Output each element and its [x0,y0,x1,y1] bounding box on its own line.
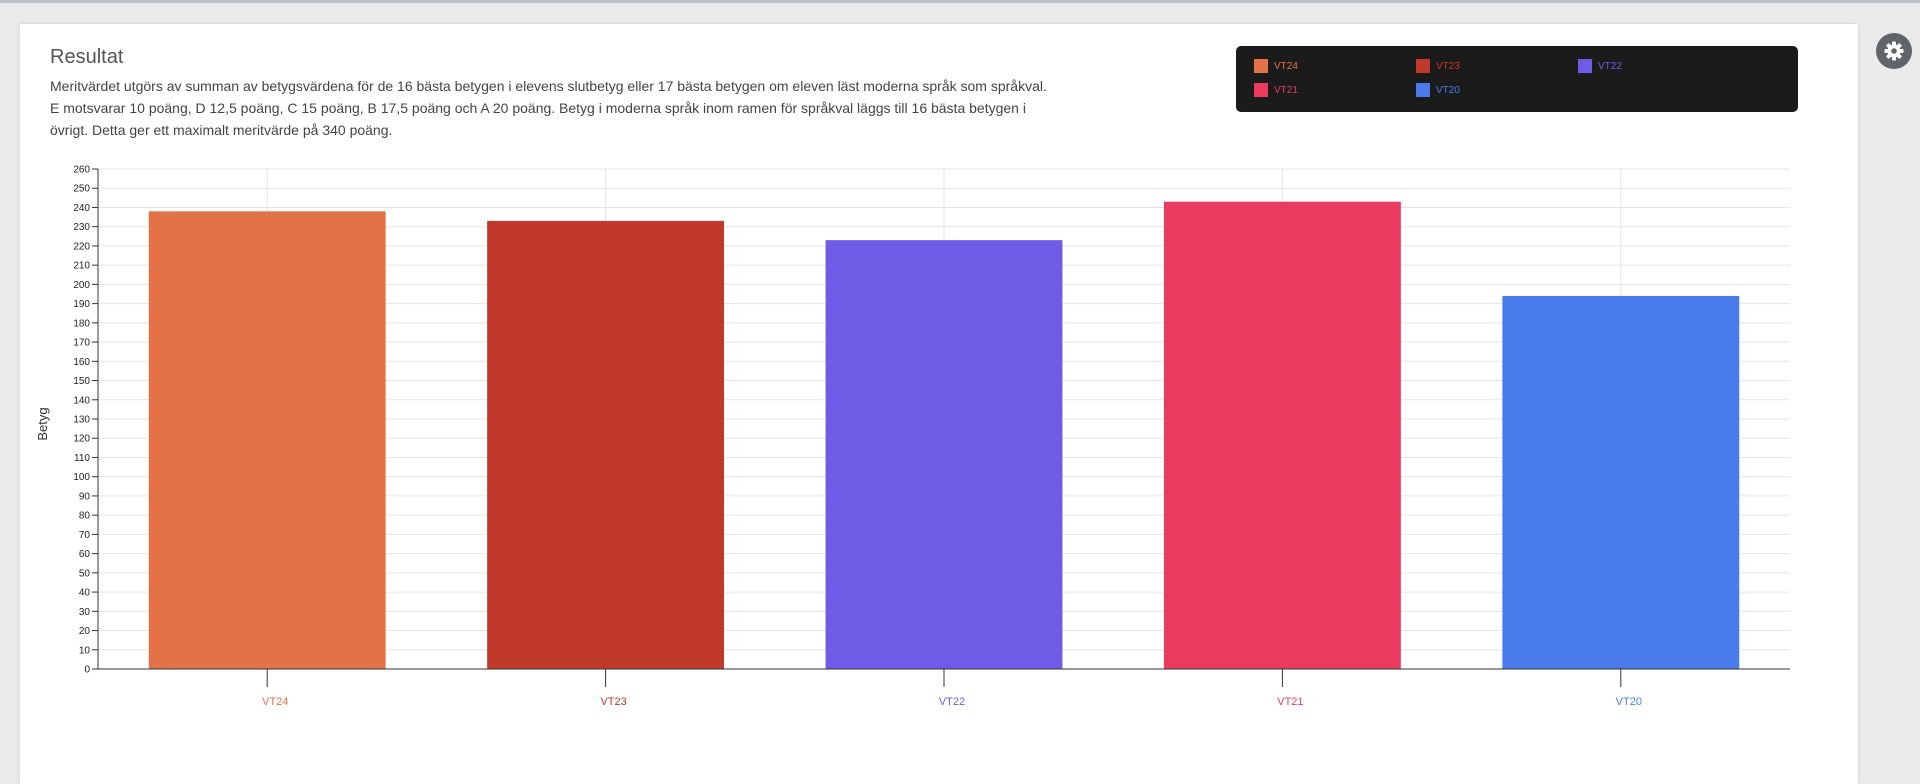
y-tick-label: 180 [73,318,90,329]
y-tick-label: 170 [73,338,90,349]
y-tick-label: 100 [73,472,90,483]
y-tick-label: 210 [73,261,90,272]
y-tick-label: 20 [79,626,91,637]
y-tick-label: 10 [79,645,91,656]
y-tick-label: 80 [79,511,91,522]
y-tick-label: 260 [73,165,90,176]
bar-vt21 [1163,201,1401,669]
y-tick-label: 40 [79,588,91,599]
top-border [0,0,1920,3]
y-tick-label: 120 [73,434,90,445]
y-tick-label: 60 [79,549,91,560]
y-tick-label: 0 [84,665,90,676]
y-tick-label: 70 [79,530,91,541]
result-card: Resultat Meritvärdet utgörs av summan av… [20,24,1858,784]
y-tick-label: 250 [73,184,90,195]
legend-item-vt23[interactable]: VT23 [1416,59,1460,73]
legend-label: VT20 [1436,84,1460,96]
y-tick-label: 220 [73,241,90,252]
y-tick-label: 200 [73,280,90,291]
legend-item-vt22[interactable]: VT22 [1578,59,1622,73]
gear-icon [1884,41,1904,61]
chart-legend: VT24 VT23 VT22 VT21 VT20 [1236,46,1798,112]
bar-vt20 [1502,295,1740,669]
y-tick-label: 50 [79,568,91,579]
x-tick-label: VT20 [1616,696,1642,708]
y-tick-label: 30 [79,607,91,618]
y-tick-label: 190 [73,299,90,310]
y-axis-label: Betyg [35,407,50,440]
legend-item-vt24[interactable]: VT24 [1254,59,1298,73]
y-tick-label: 230 [73,222,90,233]
legend-item-vt21[interactable]: VT21 [1254,83,1298,97]
card-description: Meritvärdet utgörs av summan av betygsvä… [50,78,1047,138]
bar-vt23 [487,220,725,669]
y-tick-label: 240 [73,203,90,214]
y-tick-label: 160 [73,357,90,368]
legend-swatch [1254,59,1268,73]
bar-vt24 [148,211,386,670]
bar-vt22 [825,240,1063,669]
legend-label: VT23 [1436,60,1460,72]
legend-label: VT22 [1598,60,1622,72]
x-tick-label: VT24 [262,696,288,708]
card-title: Resultat [50,46,124,68]
y-tick-label: 140 [73,395,90,406]
legend-swatch [1416,59,1430,73]
legend-swatch [1578,59,1592,73]
legend-swatch [1254,83,1268,97]
legend-swatch [1416,83,1430,97]
bar-chart: 0 10 20 30 40 50 60 70 80 90 100 110 120 130 140 150 160… [35,165,1790,708]
legend-item-vt20[interactable]: VT20 [1416,83,1460,97]
x-tick-label: VT21 [1277,696,1303,708]
legend-label: VT21 [1274,84,1298,96]
y-tick-label: 150 [73,376,90,387]
legend-label: VT24 [1274,60,1298,72]
x-tick-label: VT22 [939,696,965,708]
settings-button[interactable] [1876,33,1912,69]
x-tick-label: VT23 [600,696,626,708]
y-tick-label: 130 [73,415,90,426]
y-tick-label: 90 [79,491,91,502]
y-tick-label: 110 [74,453,90,464]
